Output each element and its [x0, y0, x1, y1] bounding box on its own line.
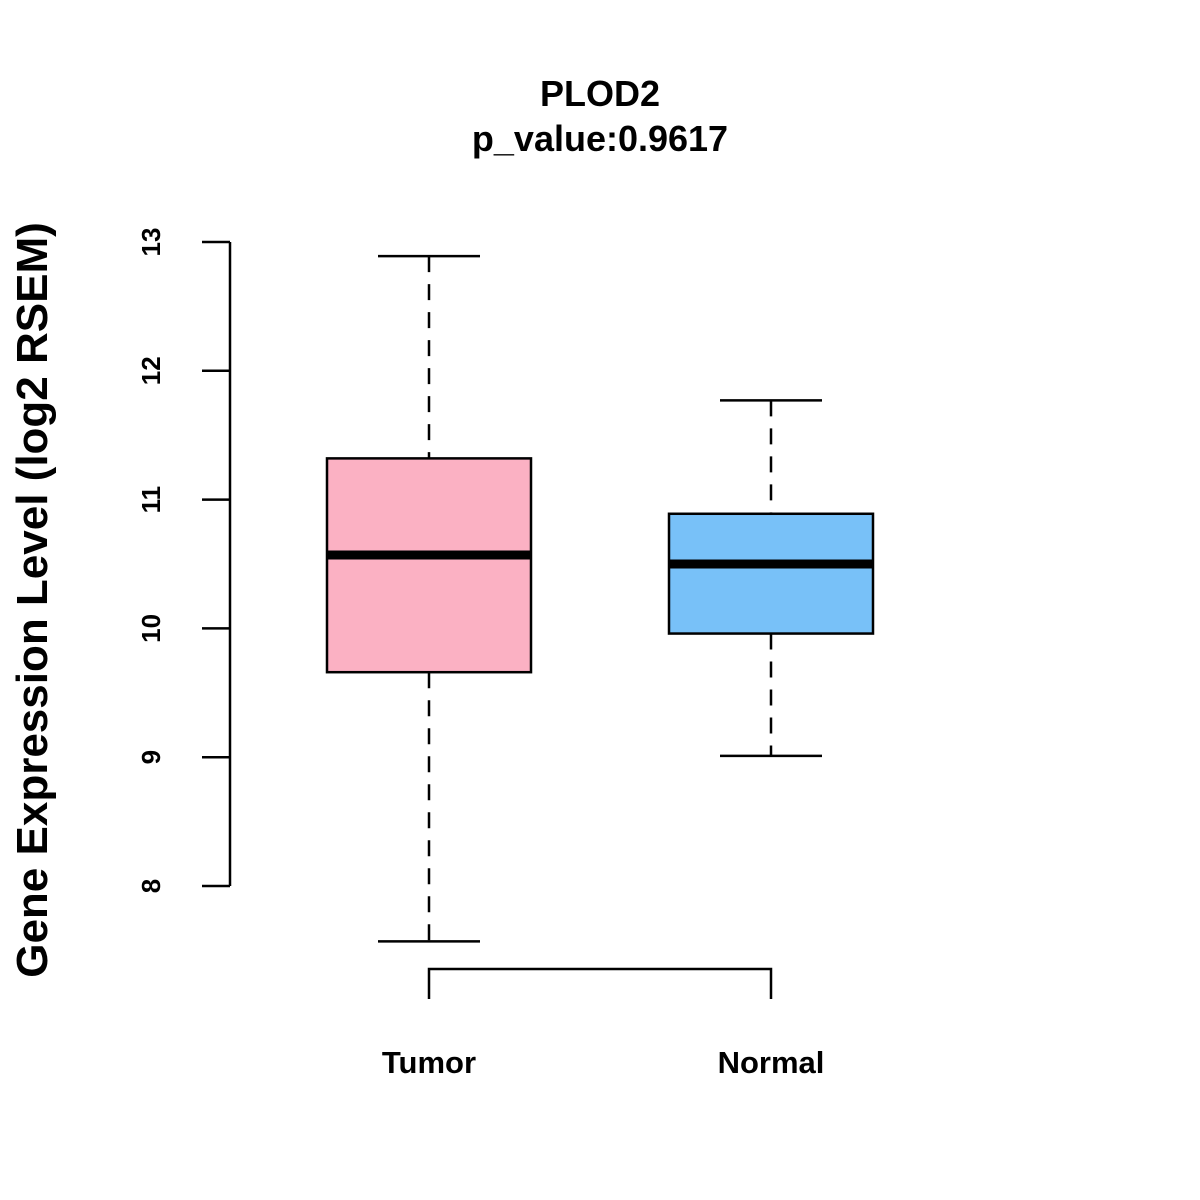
y-axis: 8 9 10 11 12 13: [136, 228, 232, 893]
y-tick-label: 12: [136, 356, 166, 385]
comparison-bracket: [427, 967, 773, 999]
y-tick-label: 8: [136, 879, 166, 893]
boxes-group: [325, 254, 875, 943]
y-tick-label: 10: [136, 614, 166, 643]
box-normal: [667, 399, 875, 758]
box-tumor: [325, 254, 533, 943]
y-tick-label: 13: [136, 228, 166, 257]
y-tick-label: 11: [136, 486, 166, 513]
iqr-box: [325, 457, 533, 674]
chart-subtitle: p_value:0.9617: [472, 118, 728, 159]
category-label-tumor: Tumor: [382, 1045, 476, 1080]
y-axis-label: Gene Expression Level (log2 RSEM): [8, 222, 57, 978]
chart-title: PLOD2: [540, 73, 660, 114]
category-label-normal: Normal: [718, 1045, 825, 1080]
category-labels: Tumor Normal: [382, 1045, 824, 1080]
iqr-box: [667, 512, 875, 635]
y-tick-label: 9: [136, 750, 166, 764]
bracket-line: [427, 967, 773, 999]
